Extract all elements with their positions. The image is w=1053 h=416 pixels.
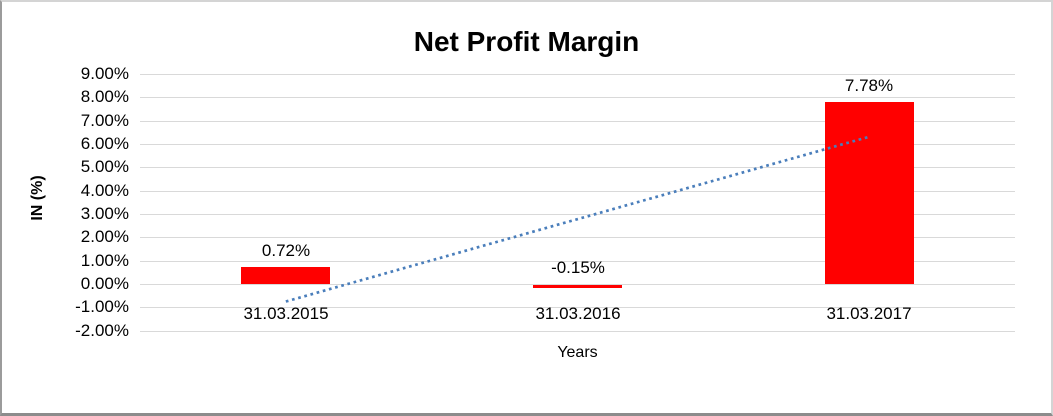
y-axis-tick-label: -1.00% [75,297,129,316]
bar-31.03.2017 [825,102,914,284]
category-label: 31.03.2015 [243,304,329,323]
y-axis-tick-label: 4.00% [80,181,129,200]
gridline [140,144,1015,145]
gridline [140,331,1015,332]
y-axis-tick-label: 6.00% [80,134,129,153]
gridline [140,214,1015,215]
y-axis-tick-label: 2.00% [80,227,129,246]
x-axis-title: Years [557,344,598,361]
category-label: 31.03.2016 [535,304,621,323]
y-axis-tick-label: -2.00% [75,321,129,340]
gridline [140,284,1015,285]
y-axis-tick-label: 5.00% [80,157,129,176]
y-axis-tick-label: 3.00% [80,204,129,223]
data-label: 7.78% [844,76,894,95]
gridline [140,261,1015,262]
y-axis-tick-label: 7.00% [80,111,129,130]
y-axis-tick-label: 1.00% [80,251,129,270]
gridline [140,121,1015,122]
gridline [140,97,1015,98]
gridline [140,167,1015,168]
gridline [140,191,1015,192]
chart-title: Net Profit Margin [413,26,640,57]
y-axis-tick-label: 0.00% [80,274,129,293]
category-label: 31.03.2017 [826,304,912,323]
bar-31.03.2016 [533,285,622,288]
gridline [140,74,1015,75]
bar-31.03.2015 [241,267,330,284]
gridline [140,237,1015,238]
data-label: -0.15% [551,258,605,277]
gridline [140,307,1015,308]
y-axis-tick-label: 9.00% [80,64,129,83]
data-label: 0.72% [261,241,311,260]
y-axis-tick-label: 8.00% [80,87,129,106]
